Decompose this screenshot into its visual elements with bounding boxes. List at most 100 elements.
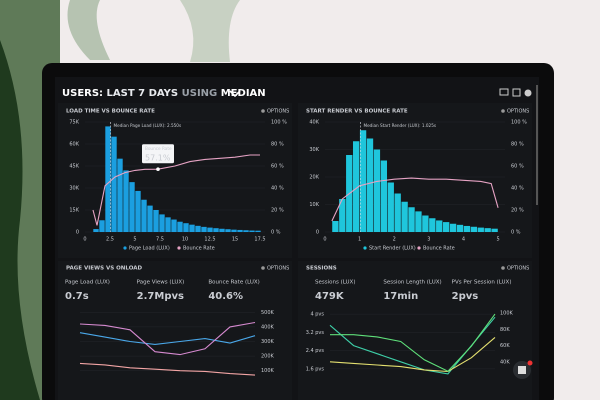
y-tick-label: 60 %	[271, 164, 284, 170]
metric-label: Bounce Rate (LUX)	[208, 280, 260, 286]
metric-line	[329, 336, 496, 373]
options-button[interactable]: OPTIONS	[267, 266, 289, 272]
bar	[429, 218, 436, 232]
bar	[477, 227, 484, 232]
options-icon[interactable]	[501, 109, 505, 113]
y-tick-label: 1.6 pvs	[306, 366, 325, 372]
y-tick-label: 15K	[69, 208, 79, 214]
legend-swatch	[417, 246, 421, 250]
y-tick-label: 40K	[500, 359, 510, 365]
panel-title: PAGE VIEWS VS ONLOAD	[66, 266, 142, 272]
metric-label: Page Views (LUX)	[137, 280, 185, 286]
bar	[153, 210, 159, 232]
bar	[225, 229, 231, 232]
bar	[339, 199, 346, 232]
bar	[401, 201, 408, 232]
metric-label: Page Load (LUX)	[65, 280, 110, 286]
metric-value: 2pvs	[452, 291, 479, 302]
metric-line	[330, 313, 496, 372]
bar	[456, 224, 464, 232]
metric-line	[79, 362, 256, 376]
y-tick-label: 80K	[500, 327, 510, 333]
options-button[interactable]: OPTIONS	[507, 109, 529, 115]
bar	[159, 214, 165, 232]
panel	[298, 261, 532, 400]
metric-value: 40.6%	[208, 291, 243, 302]
bar	[135, 190, 141, 232]
bar	[484, 228, 491, 232]
bar	[359, 130, 367, 232]
x-tick-label: 2	[393, 237, 396, 243]
plant-leaf	[67, 0, 110, 60]
x-tick-label: 12.5	[204, 237, 215, 243]
bar	[463, 225, 471, 232]
metric-line	[79, 321, 256, 356]
bar	[394, 193, 401, 232]
y-tick-label: 60K	[500, 343, 510, 349]
bar	[123, 170, 129, 232]
y-tick-label: 40 %	[511, 186, 524, 192]
y-tick-label: 60K	[69, 142, 79, 148]
chat-icon	[518, 366, 526, 374]
notification-dot	[527, 360, 533, 366]
x-tick-label: 7.5	[156, 237, 164, 243]
y-tick-label: 0 %	[511, 230, 521, 236]
y-tick-label: 100 %	[271, 120, 287, 126]
bar	[207, 227, 213, 232]
bar	[93, 229, 99, 232]
x-tick-label: 17.5	[254, 237, 265, 243]
bar	[189, 224, 195, 232]
options-icon[interactable]	[261, 266, 265, 270]
bar	[147, 205, 153, 232]
bar	[231, 229, 237, 232]
bar	[183, 223, 189, 232]
y-tick-label: 20 %	[271, 208, 284, 214]
bar	[449, 223, 457, 232]
metric-value: 17min	[383, 291, 418, 302]
bar	[117, 158, 123, 232]
bar	[129, 182, 135, 232]
options-button[interactable]: OPTIONS	[267, 109, 289, 115]
bar	[366, 138, 374, 232]
x-tick-label: 2.5	[106, 237, 114, 243]
bar	[237, 229, 243, 232]
bar	[177, 221, 183, 232]
legend-swatch	[363, 246, 367, 250]
legend-label: Page Load (LUX)	[129, 246, 170, 252]
bar	[213, 228, 219, 232]
y-tick-label: 2.4 pvs	[306, 348, 325, 354]
bar	[415, 211, 422, 232]
bar	[249, 230, 255, 232]
help-icon[interactable]	[524, 89, 532, 97]
bar	[422, 215, 429, 232]
y-tick-label: 3.2 pvs	[306, 330, 325, 336]
y-tick-label: 0	[316, 230, 319, 236]
metric-label: Session Length (LUX)	[383, 280, 441, 286]
bar	[380, 160, 388, 232]
dropdown-chevron[interactable]	[229, 90, 241, 98]
bar	[99, 220, 105, 232]
bar	[105, 126, 111, 232]
tooltip-value: 57.1%	[145, 154, 171, 163]
x-tick-label: 3	[427, 237, 430, 243]
plant-leaf	[180, 0, 240, 62]
options-icon[interactable]	[261, 109, 265, 113]
x-tick-label: 0	[323, 237, 326, 243]
image-icon[interactable]	[512, 88, 521, 97]
y-tick-label: 20K	[309, 175, 319, 181]
bar	[408, 207, 415, 232]
metric-label: PVs Per Session (LUX)	[452, 280, 512, 286]
metric-line	[79, 332, 256, 345]
legend-swatch	[177, 246, 181, 250]
legend-label: Start Render (LUX)	[369, 246, 416, 252]
y-tick-label: 60 %	[511, 164, 524, 170]
monitor-icon[interactable]	[499, 88, 509, 96]
metric-value: 2.7Mpvs	[137, 291, 184, 302]
bar	[243, 230, 249, 232]
y-tick-label: 40K	[309, 120, 319, 126]
options-icon[interactable]	[501, 266, 505, 270]
y-tick-label: 75K	[69, 120, 79, 126]
options-button[interactable]: OPTIONS	[507, 266, 529, 272]
y-tick-label: 100 %	[511, 120, 527, 126]
legend-label: Bounce Rate	[423, 246, 455, 252]
